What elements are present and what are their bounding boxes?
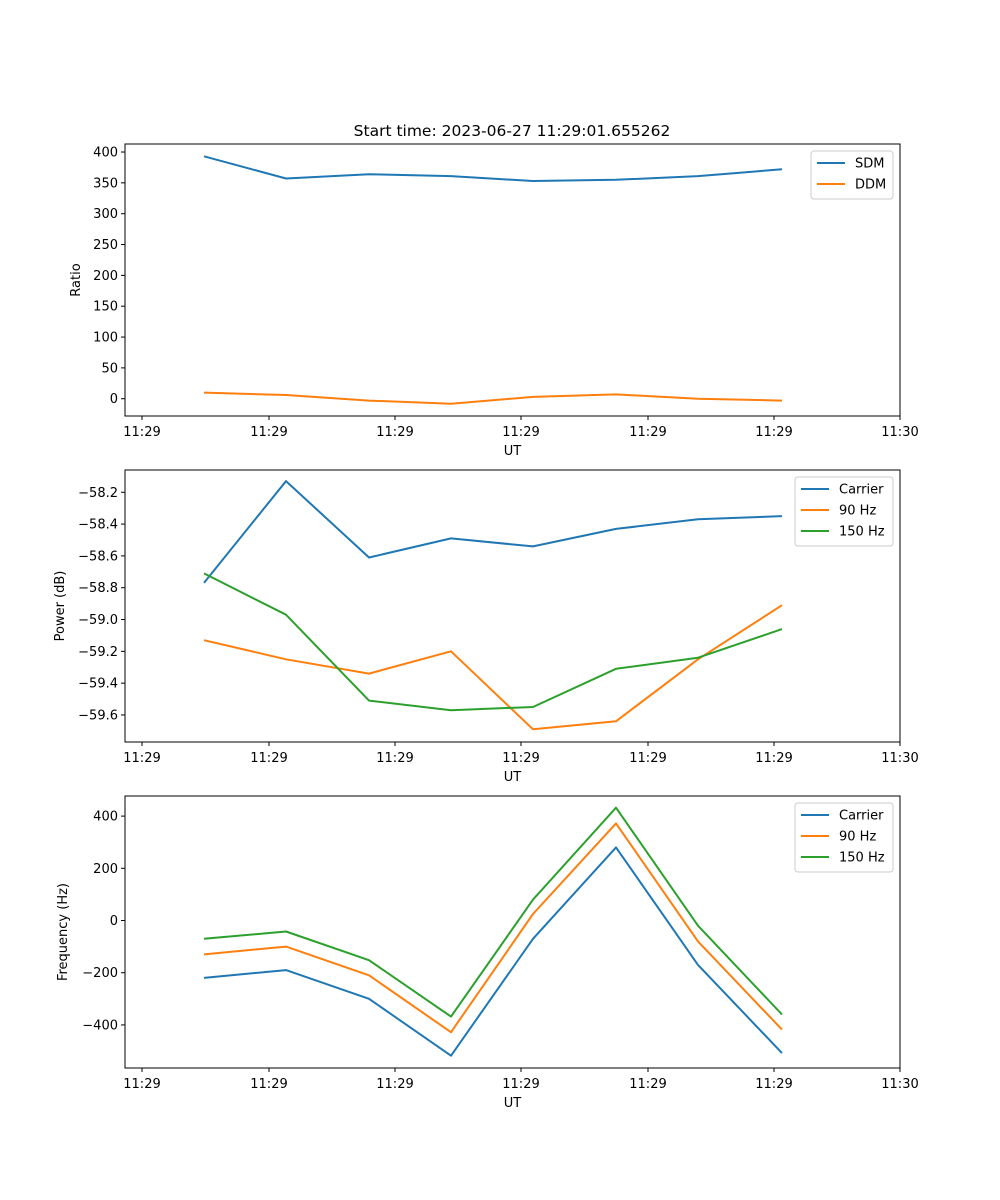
legend-label: 90 Hz	[839, 504, 876, 519]
x-tick-label: 11:29	[376, 751, 413, 766]
y-tick-label: −59.2	[78, 645, 118, 660]
series-line-ddm	[203, 391, 783, 405]
legend: SDM DDM	[810, 150, 894, 200]
figure-title: Start time: 2023-06-27 11:29:01.655262	[354, 122, 671, 140]
y-tick-label: −58.2	[78, 486, 118, 501]
series-line-150-hz	[203, 806, 783, 1018]
plot-frame	[124, 143, 901, 417]
x-axis-label: UT	[504, 770, 522, 785]
chart-panel-1: 11:29 11:29 11:29 11:29 11:29 11:29 11:30 0 50 10…	[69, 143, 919, 459]
chart-panel-3: 11:29 11:29 11:29 11:29 11:29 11:29 11:30 −400 −…	[56, 795, 919, 1111]
legend-label: DDM	[855, 178, 886, 193]
y-tick-label: 400	[93, 146, 118, 161]
x-tick-label: 11:29	[629, 1077, 666, 1092]
legend-label: Carrier	[839, 809, 884, 824]
series-line-90-hz	[203, 822, 783, 1034]
y-axis-label: Power (dB)	[53, 571, 68, 642]
y-tick-label: 100	[93, 331, 118, 346]
x-tick-label: 11:30	[881, 425, 918, 440]
legend-label: Carrier	[839, 483, 884, 498]
x-tick-label: 11:29	[629, 425, 666, 440]
y-tick-label: 200	[93, 269, 118, 284]
x-tick-label: 11:29	[376, 425, 413, 440]
panels: 11:29 11:29 11:29 11:29 11:29 11:29 11:30 0 50 10…	[53, 143, 919, 1111]
y-tick-label: 350	[93, 176, 118, 191]
x-tick-label: 11:29	[502, 1077, 539, 1092]
y-tick-label: −58.4	[78, 518, 118, 533]
x-tick-label: 11:29	[755, 751, 792, 766]
y-tick-label: −200	[82, 966, 118, 981]
plot-frame	[124, 469, 901, 743]
y-tick-label: 250	[93, 238, 118, 253]
y-tick-label: 200	[93, 862, 118, 877]
y-tick-label: −59.0	[78, 613, 118, 628]
y-axis-label: Ratio	[69, 263, 84, 296]
legend-label: SDM	[855, 157, 884, 172]
y-tick-label: −58.6	[78, 549, 118, 564]
legend-label: 150 Hz	[839, 525, 885, 540]
series-line-sdm	[203, 155, 783, 182]
x-tick-label: 11:30	[881, 751, 918, 766]
y-tick-label: 0	[110, 392, 118, 407]
y-tick-label: −59.6	[78, 708, 118, 723]
series-line-90-hz	[203, 604, 783, 731]
y-tick-label: −58.8	[78, 581, 118, 596]
chart-panel-2: 11:29 11:29 11:29 11:29 11:29 11:29 11:30 −59.6…	[53, 469, 919, 785]
legend-box	[794, 802, 894, 873]
legend-label: 150 Hz	[839, 851, 885, 866]
x-tick-label: 11:29	[123, 425, 160, 440]
legend-box	[794, 476, 894, 547]
x-tick-label: 11:29	[502, 751, 539, 766]
x-tick-label: 11:30	[881, 1077, 918, 1092]
x-axis-label: UT	[504, 1096, 522, 1111]
y-tick-label: 0	[110, 914, 118, 929]
legend: Carrier 90 Hz 150 Hz	[794, 476, 894, 547]
x-tick-label: 11:29	[755, 1077, 792, 1092]
y-tick-label: 50	[101, 361, 118, 376]
y-tick-label: 300	[93, 207, 118, 222]
x-tick-label: 11:29	[123, 1077, 160, 1092]
series-line-carrier	[203, 846, 783, 1057]
x-tick-label: 11:29	[629, 751, 666, 766]
y-tick-label: 400	[93, 810, 118, 825]
legend: Carrier 90 Hz 150 Hz	[794, 802, 894, 873]
legend-label: 90 Hz	[839, 830, 876, 845]
series-line-150-hz	[203, 572, 783, 712]
x-tick-label: 11:29	[250, 751, 287, 766]
x-tick-label: 11:29	[123, 751, 160, 766]
x-tick-label: 11:29	[376, 1077, 413, 1092]
x-tick-label: 11:29	[755, 425, 792, 440]
x-axis-label: UT	[504, 444, 522, 459]
x-tick-label: 11:29	[250, 425, 287, 440]
x-tick-label: 11:29	[250, 1077, 287, 1092]
plot-frame	[124, 795, 901, 1069]
series-line-carrier	[203, 480, 783, 584]
y-tick-label: −400	[82, 1018, 118, 1033]
y-tick-label: 150	[93, 300, 118, 315]
y-axis-label: Frequency (Hz)	[56, 883, 71, 981]
x-tick-label: 11:29	[502, 425, 539, 440]
y-tick-label: −59.4	[78, 677, 118, 692]
